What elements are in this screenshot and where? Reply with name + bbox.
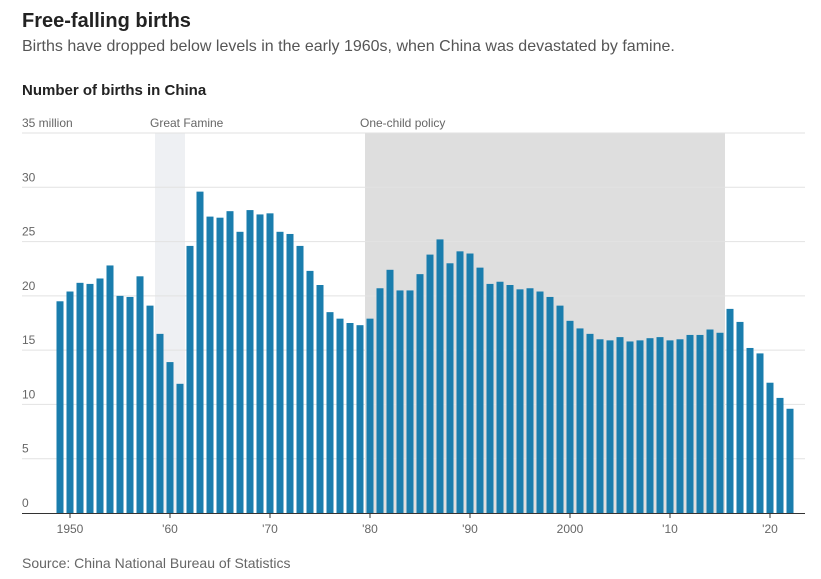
bar-1965	[216, 217, 224, 513]
bar-1983	[396, 290, 404, 513]
bar-1953	[96, 278, 104, 513]
bar-2007	[636, 340, 644, 513]
bar-1993	[496, 281, 504, 513]
bar-1957	[136, 276, 144, 513]
bar-2021	[776, 397, 784, 513]
bar-2015	[716, 332, 724, 513]
bar-1973	[296, 245, 304, 513]
x-tick-label: '90	[462, 522, 478, 536]
x-tick-label: '70	[262, 522, 278, 536]
y-tick-label: 35 million	[22, 116, 73, 130]
x-tick-label: '20	[762, 522, 778, 536]
x-tick-label: '10	[662, 522, 678, 536]
bar-1992	[486, 283, 494, 513]
bar-2000	[566, 320, 574, 513]
bar-1999	[556, 305, 564, 513]
bar-1990	[466, 253, 474, 513]
bar-2010	[666, 340, 674, 513]
bar-1997	[536, 291, 544, 513]
bar-1998	[546, 296, 554, 513]
page-subtitle: Births have dropped below levels in the …	[22, 38, 675, 55]
bar-1969	[256, 214, 264, 513]
bar-2004	[606, 340, 614, 513]
bar-1963	[196, 191, 204, 513]
x-tick-label: 1950	[57, 522, 84, 536]
bar-1991	[476, 267, 484, 513]
annotation-label: One-child policy	[360, 116, 445, 130]
x-tick-label: 2000	[557, 522, 584, 536]
bar-1958	[146, 305, 154, 513]
bar-2002	[586, 333, 594, 513]
bar-2020	[766, 382, 774, 513]
annotation-band	[365, 133, 725, 513]
x-tick-label: '60	[162, 522, 178, 536]
bar-2011	[676, 339, 684, 513]
bar-2019	[756, 353, 764, 513]
bar-2008	[646, 338, 654, 513]
y-tick-label: 30	[22, 170, 36, 184]
bar-2009	[656, 337, 664, 513]
bar-1987	[436, 239, 444, 513]
bar-1968	[246, 210, 254, 514]
bar-1967	[236, 231, 244, 514]
y-tick-label: 20	[22, 279, 36, 293]
bar-1962	[186, 245, 194, 513]
bar-1964	[206, 216, 214, 513]
bar-1952	[86, 283, 94, 513]
bar-1988	[446, 263, 454, 513]
bar-1989	[456, 251, 464, 514]
bar-2005	[616, 337, 624, 513]
bar-1960	[166, 362, 174, 513]
bar-2001	[576, 328, 584, 513]
bar-1994	[506, 285, 514, 513]
bar-1995	[516, 289, 524, 513]
y-tick-label: 5	[22, 442, 29, 456]
y-tick-label: 15	[22, 333, 36, 347]
bar-1977	[336, 318, 344, 513]
annotation-label: Great Famine	[150, 116, 224, 130]
x-tick-label: '80	[362, 522, 378, 536]
bar-1955	[116, 295, 124, 513]
source-note: Source: China National Bureau of Statist…	[22, 555, 291, 571]
bar-1976	[326, 312, 334, 513]
bar-1980	[366, 318, 374, 513]
bar-1974	[306, 270, 314, 513]
bar-1950	[66, 291, 74, 513]
bar-2018	[746, 347, 754, 513]
bar-1954	[106, 265, 114, 513]
bar-1971	[276, 231, 284, 514]
bar-1982	[386, 269, 394, 513]
bar-2003	[596, 339, 604, 513]
page-title: Free-falling births	[22, 10, 191, 32]
bar-1996	[526, 288, 534, 513]
bar-1956	[126, 296, 134, 513]
bar-1949	[56, 301, 64, 513]
bar-1986	[426, 254, 434, 513]
bar-1959	[156, 333, 164, 513]
bar-2016	[726, 308, 734, 513]
bar-1970	[266, 213, 274, 514]
bar-2022	[786, 408, 794, 513]
y-tick-label: 0	[22, 496, 29, 510]
bar-1979	[356, 325, 364, 513]
bar-1972	[286, 233, 294, 513]
bar-2014	[706, 329, 714, 513]
y-tick-label: 10	[22, 387, 36, 401]
bar-1975	[316, 285, 324, 513]
bar-2012	[686, 334, 694, 513]
bar-2006	[626, 341, 634, 513]
bar-1961	[176, 383, 184, 513]
bar-1981	[376, 288, 384, 513]
bar-2013	[696, 334, 704, 513]
chart-title: Number of births in China	[22, 82, 207, 99]
bar-1951	[76, 282, 84, 513]
bar-1984	[406, 290, 414, 513]
bar-1978	[346, 323, 354, 513]
y-tick-label: 25	[22, 225, 36, 239]
bar-2017	[736, 321, 744, 513]
bar-1966	[226, 211, 234, 513]
bar-1985	[416, 274, 424, 513]
